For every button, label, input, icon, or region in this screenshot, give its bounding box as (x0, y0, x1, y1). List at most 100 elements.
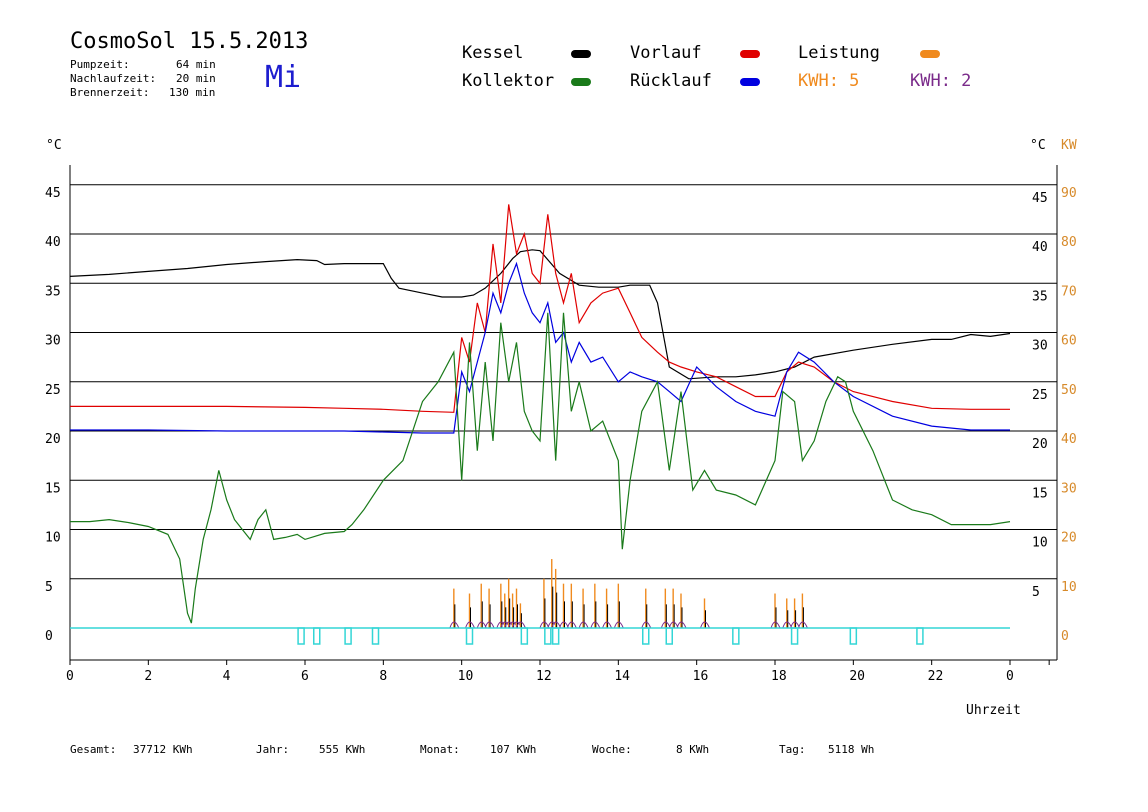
kwh-bump (578, 621, 589, 629)
kwh-bump (602, 621, 613, 629)
right-power-tick-label: 70 (1061, 284, 1077, 299)
right-temp-tick-label: 15 (1032, 486, 1048, 501)
right-power-tick-label: 20 (1061, 531, 1077, 546)
kwh-bump (465, 621, 475, 629)
legend-kessel-label: Kessel (462, 43, 524, 63)
right-axis-unit-temp: °C (1030, 138, 1046, 153)
footer-jahr-value: 555 KWh (319, 743, 366, 756)
pumpzeit-label: Pumpzeit: (70, 58, 130, 71)
right-power-tick-label: 60 (1061, 334, 1077, 349)
x-tick-label: 6 (301, 669, 309, 684)
pump-marker (297, 627, 305, 645)
right-power-tick-label: 30 (1061, 481, 1077, 496)
chart-title: CosmoSol 15.5.2013 (70, 29, 309, 54)
kwh-bump (566, 621, 577, 629)
legend-kollektor-swatch (571, 78, 591, 86)
pump-marker (371, 627, 380, 645)
left-tick-label: 0 (45, 629, 53, 644)
tick-labels: 0 2 4 6 8 10 12 14 16 18 20 22 0 0 5 10 15 20 25 30 35 40 45 5 1… (45, 186, 1077, 684)
pump-marker (849, 627, 858, 645)
left-tick-label: 25 (45, 383, 61, 398)
footer-woche-value: 8 KWh (676, 743, 710, 756)
footer-monat-label: Monat: (420, 743, 460, 756)
x-tick-label: 10 (458, 669, 474, 684)
legend-kessel-swatch (571, 50, 591, 58)
footer-woche-label: Woche: (592, 743, 632, 756)
right-power-tick-label: 50 (1061, 383, 1077, 398)
footer-tag-label: Tag: (779, 743, 806, 756)
left-tick-label: 45 (45, 186, 61, 201)
pump-marker (544, 627, 552, 645)
left-tick-label: 35 (45, 284, 61, 299)
legend-kwh-orange: KWH: 5 (798, 71, 860, 91)
x-tick-label: 22 (928, 669, 944, 684)
grid-lines (70, 184, 1057, 580)
power-spikes (449, 559, 808, 629)
legend-leistung-label: Leistung (798, 43, 880, 63)
right-power-tick-label: 80 (1061, 235, 1077, 250)
brennerzeit-label: Brennerzeit: (70, 86, 150, 99)
footer-tag-value: 5118 Wh (828, 743, 875, 756)
kwh-bump (515, 621, 526, 629)
right-temp-tick-label: 35 (1032, 289, 1048, 304)
left-tick-label: 30 (45, 334, 61, 349)
left-axis-unit: °C (46, 138, 62, 153)
pump-marker (665, 627, 673, 645)
x-tick-label: 12 (536, 669, 552, 684)
right-axis-unit-power: KW (1061, 138, 1077, 153)
kwh-bump (449, 621, 460, 629)
left-tick-label: 40 (45, 235, 61, 250)
right-temp-tick-label: 25 (1032, 388, 1048, 403)
kwh-bump (613, 621, 624, 629)
kwh-bump (700, 621, 710, 629)
brennerzeit-value: 130 min (169, 86, 216, 99)
pump-marker (344, 627, 352, 645)
right-power-tick-label: 40 (1061, 432, 1077, 447)
x-tick-label: 0 (66, 669, 74, 684)
pump-markers (70, 627, 1010, 645)
footer-gesamt-label: Gesamt: (70, 743, 117, 756)
x-tick-label: 4 (223, 669, 231, 684)
right-power-tick-label: 90 (1061, 186, 1077, 201)
right-temp-tick-label: 40 (1032, 240, 1048, 255)
right-temp-tick-label: 20 (1032, 437, 1048, 452)
legend-kollektor-label: Kollektor (462, 71, 555, 91)
kwh-bump (770, 621, 781, 629)
legend-leistung-swatch (920, 50, 940, 58)
pump-marker (916, 627, 924, 645)
pump-marker (520, 627, 529, 645)
left-tick-label: 15 (45, 481, 61, 496)
pump-marker (732, 627, 740, 645)
pump-marker (465, 627, 474, 645)
legend-vorlauf-label: Vorlauf (630, 43, 702, 63)
axes (69, 165, 1058, 665)
legend-ruecklauf-label: Rücklauf (630, 71, 712, 91)
kollektor-line (70, 312, 1011, 624)
x-tick-label: 0 (1006, 669, 1014, 684)
pump-marker (790, 627, 799, 645)
legend-vorlauf-swatch (740, 50, 760, 58)
kwh-bump (590, 621, 601, 629)
kwh-bump (484, 621, 495, 629)
x-tick-label: 20 (849, 669, 865, 684)
legend-ruecklauf-swatch (740, 78, 760, 86)
kwh-bump (641, 621, 652, 629)
pumpzeit-value: 64 min (176, 58, 216, 71)
pump-marker (642, 627, 650, 645)
x-axis-label: Uhrzeit (966, 703, 1021, 718)
x-tick-label: 16 (693, 669, 709, 684)
x-tick-label: 14 (614, 669, 630, 684)
kessel-line (69, 249, 1011, 380)
ruecklauf-line (70, 261, 1010, 434)
x-tick-label: 18 (771, 669, 787, 684)
right-temp-tick-label: 30 (1032, 339, 1048, 354)
nachlaufzeit-value: 20 min (176, 72, 216, 85)
right-temp-tick-label: 10 (1032, 536, 1048, 551)
footer-jahr-label: Jahr: (256, 743, 290, 756)
pump-marker (551, 627, 560, 645)
right-power-tick-label: 10 (1061, 580, 1077, 595)
right-temp-tick-label: 5 (1032, 585, 1040, 600)
pump-marker (313, 627, 321, 645)
left-tick-label: 10 (45, 531, 61, 546)
